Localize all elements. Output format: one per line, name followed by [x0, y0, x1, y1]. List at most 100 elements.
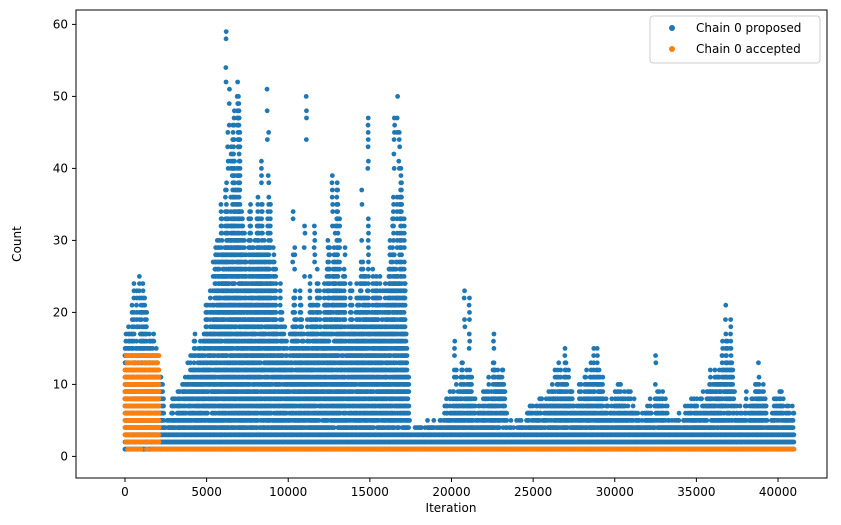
data-point-proposed — [223, 194, 228, 200]
data-point-proposed — [219, 216, 225, 222]
data-point-proposed — [267, 216, 273, 222]
data-point-proposed — [134, 338, 139, 344]
data-point-proposed — [216, 266, 222, 272]
data-point-proposed — [259, 166, 264, 171]
data-point-proposed — [243, 259, 249, 265]
data-point-proposed — [342, 310, 348, 315]
data-point-proposed — [273, 295, 279, 301]
data-point-proposed — [218, 202, 224, 207]
data-point-proposed — [299, 317, 305, 322]
data-point-proposed — [341, 266, 347, 272]
data-point-proposed — [292, 302, 298, 308]
data-point-proposed — [273, 266, 279, 272]
data-point-proposed — [342, 281, 348, 286]
data-point-proposed — [160, 382, 165, 387]
series-chain-0-proposed — [122, 29, 797, 452]
data-point-proposed — [259, 209, 265, 215]
data-point-proposed — [365, 223, 371, 229]
data-point-proposed — [297, 295, 303, 301]
data-point-proposed — [365, 216, 371, 222]
data-point-proposed — [348, 310, 354, 315]
data-point-proposed — [192, 331, 198, 337]
data-point-proposed — [342, 295, 348, 301]
data-point-proposed — [232, 281, 238, 286]
data-point-proposed — [325, 238, 331, 243]
data-point-proposed — [204, 324, 210, 330]
data-point-proposed — [270, 245, 276, 251]
data-point-proposed — [259, 223, 265, 229]
data-point-proposed — [232, 180, 237, 186]
data-point-proposed — [279, 317, 285, 322]
data-point-proposed — [237, 180, 243, 186]
data-point-proposed — [240, 216, 245, 222]
data-point-proposed — [342, 252, 348, 258]
data-point-proposed — [161, 410, 167, 416]
data-point-proposed — [150, 346, 156, 351]
data-point-proposed — [240, 223, 246, 229]
data-point-proposed — [273, 288, 279, 294]
data-point-proposed — [248, 202, 253, 207]
data-point-proposed — [151, 338, 157, 344]
data-point-proposed — [347, 295, 353, 301]
data-point-proposed — [347, 281, 353, 286]
data-point-proposed — [266, 252, 272, 258]
data-point-proposed — [315, 302, 321, 308]
data-point-proposed — [349, 317, 355, 322]
data-point-proposed — [237, 202, 243, 207]
data-point-proposed — [365, 281, 371, 286]
data-point-proposed — [277, 302, 283, 308]
data-point-proposed — [298, 310, 304, 315]
data-point-proposed — [136, 274, 142, 279]
data-point-proposed — [366, 274, 371, 279]
data-point-proposed — [317, 317, 323, 322]
data-point-proposed — [281, 331, 287, 337]
data-point-proposed — [307, 281, 313, 286]
data-point-proposed — [337, 259, 342, 265]
data-point-proposed — [151, 331, 157, 337]
data-point-proposed — [144, 310, 150, 315]
data-point-proposed — [365, 295, 371, 301]
data-point-proposed — [170, 410, 176, 416]
data-point-proposed — [314, 266, 320, 272]
data-point-proposed — [278, 281, 283, 286]
data-point-proposed — [259, 173, 264, 179]
data-point-proposed — [349, 288, 355, 294]
data-point-proposed — [187, 360, 193, 366]
data-point-proposed — [317, 288, 323, 294]
data-point-proposed — [248, 216, 254, 222]
data-point-proposed — [161, 403, 166, 409]
data-point-proposed — [277, 295, 283, 301]
data-point-proposed — [251, 245, 256, 251]
data-point-proposed — [161, 418, 167, 423]
data-point-proposed — [237, 187, 243, 193]
data-point-proposed — [267, 223, 273, 229]
data-point-proposed — [218, 245, 224, 251]
data-point-proposed — [273, 310, 279, 315]
data-point-proposed — [142, 302, 148, 308]
data-point-proposed — [273, 274, 279, 279]
data-point-proposed — [237, 173, 243, 179]
data-point-proposed — [349, 302, 355, 308]
data-point-proposed — [335, 209, 341, 215]
data-point-proposed — [140, 281, 146, 286]
data-point-proposed — [365, 245, 371, 251]
data-point-proposed — [327, 245, 333, 251]
data-point-proposed — [192, 338, 198, 344]
data-point-proposed — [131, 281, 137, 286]
data-point-proposed — [205, 410, 210, 416]
data-point-proposed — [223, 202, 229, 207]
data-point-proposed — [219, 223, 225, 229]
data-point-proposed — [137, 281, 142, 286]
data-point-proposed — [267, 230, 273, 236]
data-point-proposed — [219, 238, 225, 243]
data-point-proposed — [327, 252, 333, 258]
data-point-proposed — [271, 259, 277, 265]
data-point-proposed — [337, 245, 342, 251]
data-point-proposed — [131, 331, 137, 337]
data-point-proposed — [224, 180, 229, 186]
data-point-proposed — [317, 310, 323, 315]
data-point-proposed — [335, 230, 341, 236]
data-point-proposed — [342, 317, 348, 322]
data-point-proposed — [273, 317, 279, 322]
data-point-proposed — [126, 324, 131, 330]
